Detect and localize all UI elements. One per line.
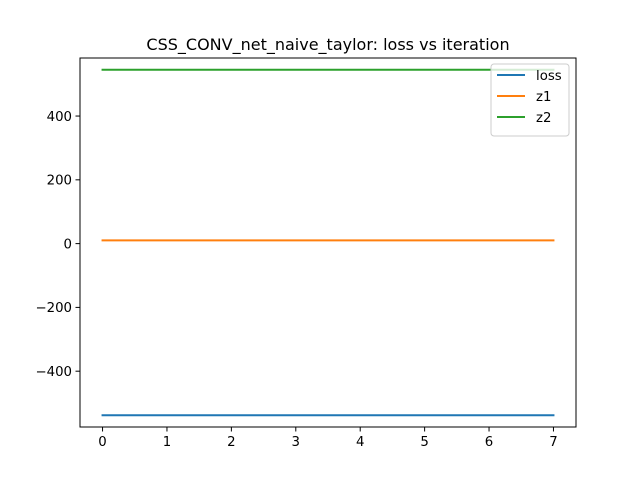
legend-label-z2: z2 — [536, 111, 551, 126]
plot-frame — [79, 57, 577, 428]
x-tick-label: 1 — [163, 435, 171, 450]
y-tick-label: 0 — [64, 237, 72, 252]
x-tick-label: 0 — [98, 435, 106, 450]
x-tick-label: 3 — [292, 435, 300, 450]
x-tick-label: 2 — [227, 435, 235, 450]
y-tick-label: 200 — [47, 174, 72, 189]
y-tick-label: −200 — [35, 301, 72, 316]
legend-label-z1: z1 — [536, 90, 551, 105]
x-tick-label: 5 — [420, 435, 428, 450]
x-tick-label: 6 — [485, 435, 493, 450]
x-tick-label: 7 — [549, 435, 557, 450]
x-tick-label: 4 — [356, 435, 364, 450]
chart-title: CSS_CONV_net_naive_taylor: loss vs itera… — [146, 35, 509, 55]
y-tick-label: 400 — [47, 110, 72, 125]
y-tick-label: −400 — [35, 365, 72, 380]
legend-label-loss: loss — [536, 69, 562, 84]
